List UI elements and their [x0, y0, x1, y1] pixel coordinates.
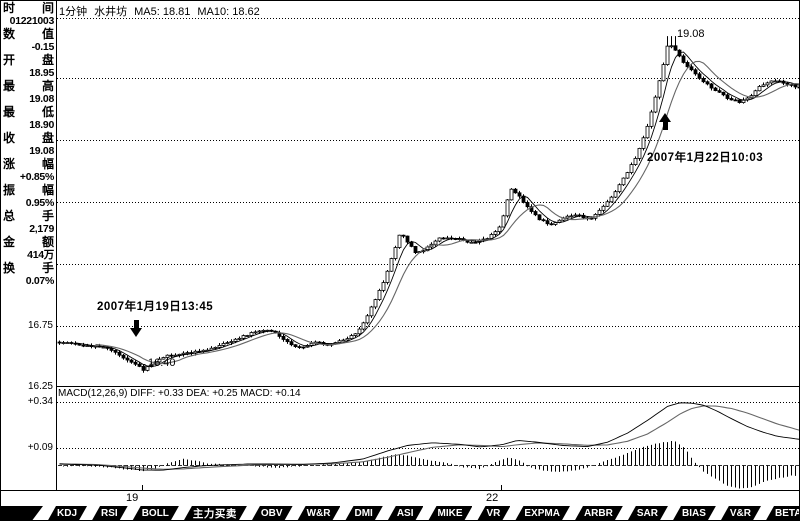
ma10-value: MA10: 18.62 [197, 6, 260, 18]
quote-label-char: 总 [3, 209, 16, 223]
arrow-stem [134, 320, 139, 328]
quote-label-char: 金 [3, 235, 16, 249]
macd-indicator-label: MACD(12,26,9) DIFF: +0.33 DEA: +0.25 MAC… [58, 388, 305, 399]
quote-label-char: 高 [41, 79, 54, 93]
quote-label-char: 数 [3, 27, 16, 41]
quote-label-char: 时 [3, 1, 16, 15]
quote-label-char: 额 [41, 235, 54, 249]
annotation-low-price: ←16.40 [137, 357, 176, 369]
indicator-tab-bias[interactable]: BIAS [672, 506, 716, 521]
quote-field-label: 金额 [1, 236, 56, 249]
x-axis-tick: 19 [126, 492, 139, 504]
quote-sidebar: 时间 01221003 数值 -0.15 开盘 18.95 最高 19.08 最低 18.90 收盘… [1, 1, 56, 288]
down-arrow-icon [130, 320, 143, 337]
indicator-tab-boll[interactable]: BOLL [132, 506, 179, 521]
indicator-tab-obv[interactable]: OBV [251, 506, 293, 521]
y-axis-tick: +0.09 [27, 442, 53, 453]
x-axis-tick: 22 [486, 492, 499, 504]
indicator-tab-wr[interactable]: W&R [297, 506, 341, 521]
quote-label-char: 值 [41, 27, 54, 41]
candlesticks [57, 36, 799, 373]
indicator-tab-asi[interactable]: ASI [387, 506, 424, 521]
y-axis-tick: 16.75 [27, 320, 53, 331]
diff-line [59, 402, 799, 471]
quote-label-char: 幅 [41, 183, 54, 197]
arrow-head [130, 328, 142, 337]
quote-field-label: 时间 [1, 2, 56, 15]
indicator-tab-sar[interactable]: SAR [627, 506, 668, 521]
quote-field-label: 总手 [1, 210, 56, 223]
quote-field-value: 19.08 [29, 145, 54, 157]
x-axis-tickmark [501, 485, 502, 490]
quote-label-char: 手 [41, 209, 54, 223]
quote-field-value: 01221003 [9, 15, 55, 27]
quote-label-char: 振 [3, 183, 16, 197]
indicator-tab-vandr[interactable]: V&R [720, 506, 761, 521]
quote-field-label: 换手 [1, 262, 56, 275]
up-arrow-icon [659, 113, 672, 130]
ma5-line [75, 51, 799, 367]
toolbar-lead-decoration [1, 506, 43, 521]
quote-field-label: 收盘 [1, 132, 56, 145]
quote-field-label: 最高 [1, 80, 56, 93]
dea-line [59, 405, 799, 470]
quote-field-label: 数值 [1, 28, 56, 41]
quote-label-char: 换 [3, 261, 16, 275]
annotation-low-date: 2007年1月19日13:45 [97, 301, 214, 313]
indicator-tab-vr[interactable]: VR [476, 506, 510, 521]
indicator-toolbar: KDJ RSI BOLL 主力买卖 OBV W&R DMI ASI MIKE VR EXPMA ARB… [1, 506, 800, 521]
quote-field-label: 振幅 [1, 184, 56, 197]
quote-field-label: 开盘 [1, 54, 56, 67]
quote-label-char: 最 [3, 105, 16, 119]
arrow-stem [663, 122, 668, 130]
indicator-tab-kdj[interactable]: KDJ [47, 506, 87, 521]
quote-label-char: 盘 [41, 131, 54, 145]
quote-label-char: 间 [41, 1, 54, 15]
x-axis-tickmark [142, 485, 143, 490]
quote-label-char: 幅 [41, 157, 54, 171]
y-axis-tick: 16.25 [27, 381, 53, 392]
y-axis-tick: +0.34 [27, 396, 53, 407]
symbol-label: 水井坊 [94, 6, 128, 18]
quote-label-char: 低 [41, 105, 54, 119]
annotation-high-date: 2007年1月22日10:03 [647, 152, 764, 164]
indicator-tab-dmi[interactable]: DMI [344, 506, 382, 521]
quote-field-value: 18.95 [29, 67, 54, 79]
quote-label-char: 涨 [3, 157, 16, 171]
quote-field-label: 涨幅 [1, 158, 56, 171]
quote-field-value: -0.15 [31, 41, 55, 53]
indicator-tab-arbr[interactable]: ARBR [574, 506, 623, 521]
quote-label-char: 手 [41, 261, 54, 275]
quote-label-char: 最 [3, 79, 16, 93]
quote-field-value: 0.07% [25, 275, 55, 287]
ma10-line [95, 60, 799, 364]
quote-label-char: 盘 [41, 53, 54, 67]
chart-header: 1分钟 水井坊 MA5: 18.81 MA10: 18.62 [59, 3, 267, 19]
arrow-head [659, 113, 671, 122]
quote-label-char: 收 [3, 131, 16, 145]
quote-field-value: 0.95% [25, 197, 55, 209]
indicator-tab-expma[interactable]: EXPMA [514, 506, 570, 521]
quote-field-value: 414万 [27, 249, 54, 261]
quote-field-value: 2,179 [29, 223, 54, 235]
indicator-tab-mike[interactable]: MIKE [427, 506, 472, 521]
timeframe-label: 1分钟 [59, 6, 88, 18]
quote-field-value: 19.08 [29, 93, 54, 105]
annotation-high-price: 19.08 [677, 28, 705, 40]
indicator-tab-main-force[interactable]: 主力买卖 [183, 506, 247, 521]
ma5-value: MA5: 18.81 [134, 6, 191, 18]
quote-field-value: 18.90 [29, 119, 54, 131]
quote-field-value: +0.85% [19, 171, 54, 183]
quote-field-label: 最低 [1, 106, 56, 119]
quote-label-char: 开 [3, 53, 16, 67]
indicator-tab-rsi[interactable]: RSI [91, 506, 128, 521]
indicator-tab-beta[interactable]: BETA [765, 506, 800, 521]
